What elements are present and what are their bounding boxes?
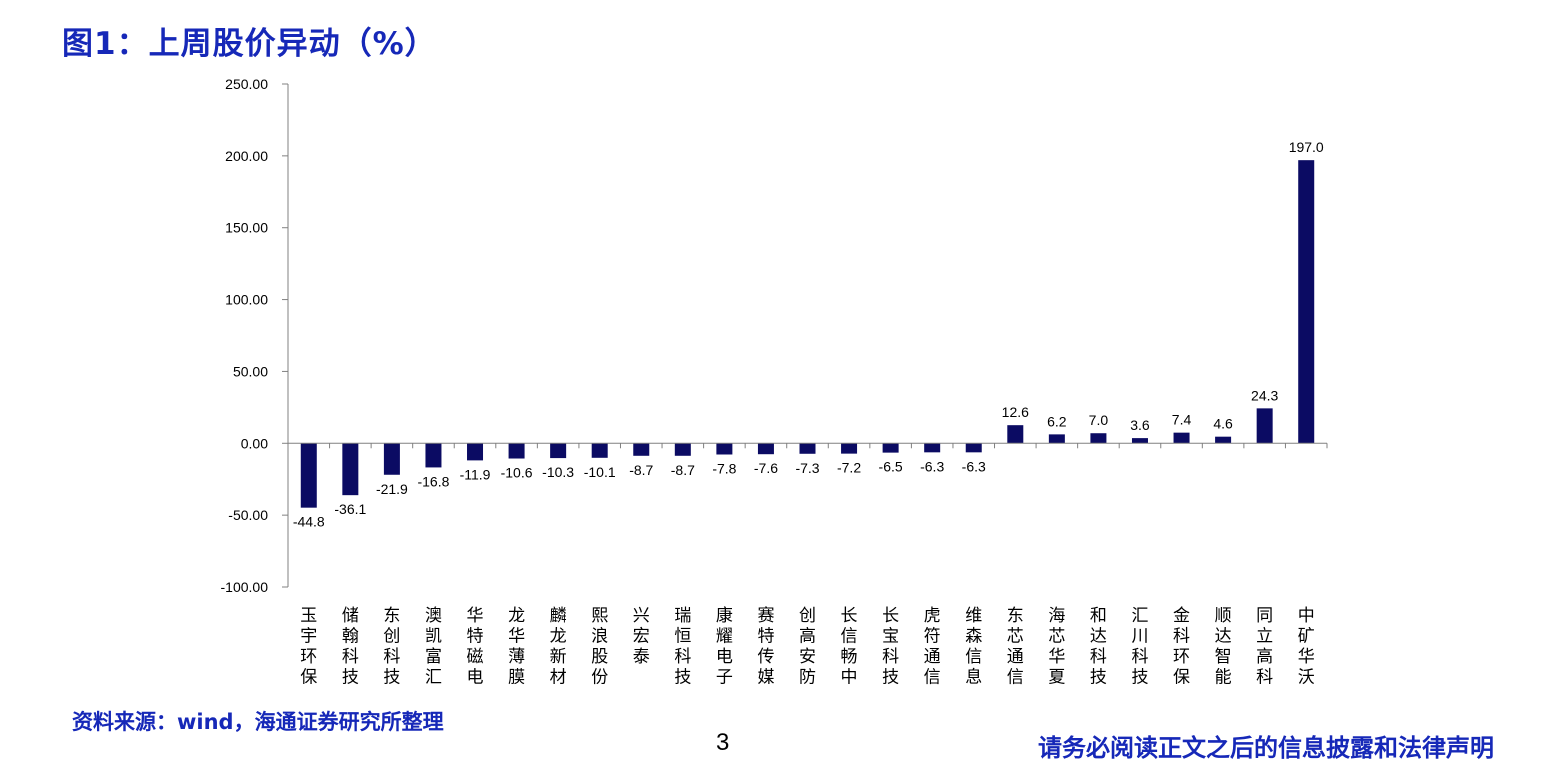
bar — [342, 443, 359, 496]
y-tick-label: -100.00 — [221, 579, 269, 595]
y-tick-label: 250.00 — [225, 76, 268, 92]
category-label: 华特磁电 — [467, 606, 484, 688]
disclaimer-link[interactable]: 请务必阅读正文之后的信息披露和法律声明 — [1038, 734, 1494, 762]
bars — [300, 160, 1315, 508]
y-tick-label: 50.00 — [233, 363, 268, 379]
category-label: 康耀电子 — [716, 606, 733, 688]
data-label: -8.7 — [629, 462, 653, 478]
category-label: 创高安防 — [799, 606, 816, 688]
category-label: 东芯通信 — [1007, 606, 1024, 688]
category-label: 龙华薄膜 — [508, 606, 525, 688]
data-label: 7.0 — [1089, 412, 1109, 428]
data-label: -36.1 — [334, 501, 366, 517]
y-axis: -100.00 -50.00 0.00 50.00 100.00 150.00 200.00… — [221, 76, 289, 595]
data-label: 4.6 — [1213, 416, 1233, 432]
page-number: 3 — [716, 729, 730, 756]
data-label: -11.9 — [460, 466, 491, 482]
category-label: 中矿华沃 — [1298, 606, 1315, 688]
category-label: 海芯华夏 — [1048, 606, 1065, 688]
bar — [799, 443, 816, 454]
data-label: -7.2 — [837, 460, 861, 476]
data-label: -6.5 — [879, 459, 903, 475]
data-label: 12.6 — [1002, 404, 1029, 420]
y-tick-label: 100.00 — [225, 292, 268, 308]
data-label: 197.0 — [1289, 139, 1324, 155]
figure-title: 图1：上周股价异动（%） — [62, 26, 437, 62]
data-label: -21.9 — [376, 481, 408, 497]
category-label: 和达科技 — [1090, 606, 1107, 688]
category-labels: 玉宇环保 储翰科技 东创科技 澳凯富汇 华特磁电 龙华薄膜 麟龙新材 熙浪股份 兴宏泰 瑞恒科技 康… — [300, 443, 1328, 688]
bar — [1048, 434, 1065, 444]
category-label: 虎符通信 — [924, 606, 941, 688]
category-label: 同立高科 — [1256, 606, 1273, 688]
bar — [757, 443, 774, 455]
data-label: 7.4 — [1172, 412, 1192, 428]
category-label: 熙浪股份 — [591, 606, 608, 688]
bar — [550, 443, 567, 459]
bar — [674, 443, 691, 456]
bar — [300, 443, 317, 508]
y-tick-label: 150.00 — [225, 220, 268, 236]
category-label: 金科环保 — [1173, 606, 1190, 688]
bar — [1131, 438, 1148, 444]
data-label: -7.6 — [754, 460, 778, 476]
bar — [1215, 436, 1232, 444]
bar — [1007, 425, 1024, 444]
category-label: 储翰科技 — [342, 606, 359, 688]
bar — [383, 443, 400, 475]
y-tick-label: -50.00 — [228, 507, 268, 523]
category-label: 麟龙新材 — [550, 606, 567, 688]
bar — [924, 443, 941, 453]
category-label: 长宝科技 — [882, 606, 899, 688]
bar — [1090, 433, 1107, 444]
bar — [508, 443, 525, 459]
bar — [425, 443, 442, 468]
bar — [1173, 432, 1190, 444]
category-label: 瑞恒科技 — [674, 606, 691, 688]
data-label: -6.3 — [962, 458, 986, 474]
bar — [467, 443, 484, 461]
bar — [633, 443, 650, 456]
category-label: 顺达智能 — [1215, 606, 1232, 688]
bar — [841, 443, 858, 454]
category-label: 汇川科技 — [1131, 606, 1148, 688]
data-label: 6.2 — [1047, 413, 1067, 429]
data-label: -8.7 — [671, 462, 695, 478]
bar — [965, 443, 982, 453]
bar-chart: -100.00 -50.00 0.00 50.00 100.00 150.00 200.00… — [221, 76, 1328, 688]
data-label: -10.3 — [542, 464, 574, 480]
category-label: 玉宇环保 — [300, 606, 317, 688]
bar — [1298, 160, 1315, 444]
bar — [591, 443, 608, 458]
data-label: -16.8 — [417, 473, 449, 489]
data-label: 3.6 — [1130, 417, 1150, 433]
data-label: -44.8 — [293, 514, 325, 530]
data-label: -6.3 — [920, 458, 944, 474]
category-label: 维森信息 — [965, 606, 982, 688]
bar — [882, 443, 899, 453]
bar — [1256, 408, 1273, 444]
bar — [716, 443, 733, 455]
data-label: -10.6 — [501, 465, 533, 481]
category-label: 澳凯富汇 — [425, 606, 442, 688]
category-label: 长信畅中 — [841, 606, 858, 688]
category-label: 东创科技 — [383, 606, 400, 688]
y-tick-label: 0.00 — [241, 435, 268, 451]
source-note: 资料来源：wind，海通证券研究所整理 — [72, 710, 444, 734]
data-label: 24.3 — [1251, 387, 1278, 403]
data-label: -10.1 — [584, 464, 616, 480]
data-label: -7.8 — [712, 460, 736, 476]
data-label: -7.3 — [795, 460, 819, 476]
y-tick-label: 200.00 — [225, 148, 268, 164]
data-labels: -44.8 -36.1 -21.9 -16.8 -11.9 -10.6 -10.3 -10.1… — [293, 139, 1324, 530]
category-label: 赛特传媒 — [757, 605, 774, 688]
category-label: 兴宏泰 — [633, 606, 650, 667]
